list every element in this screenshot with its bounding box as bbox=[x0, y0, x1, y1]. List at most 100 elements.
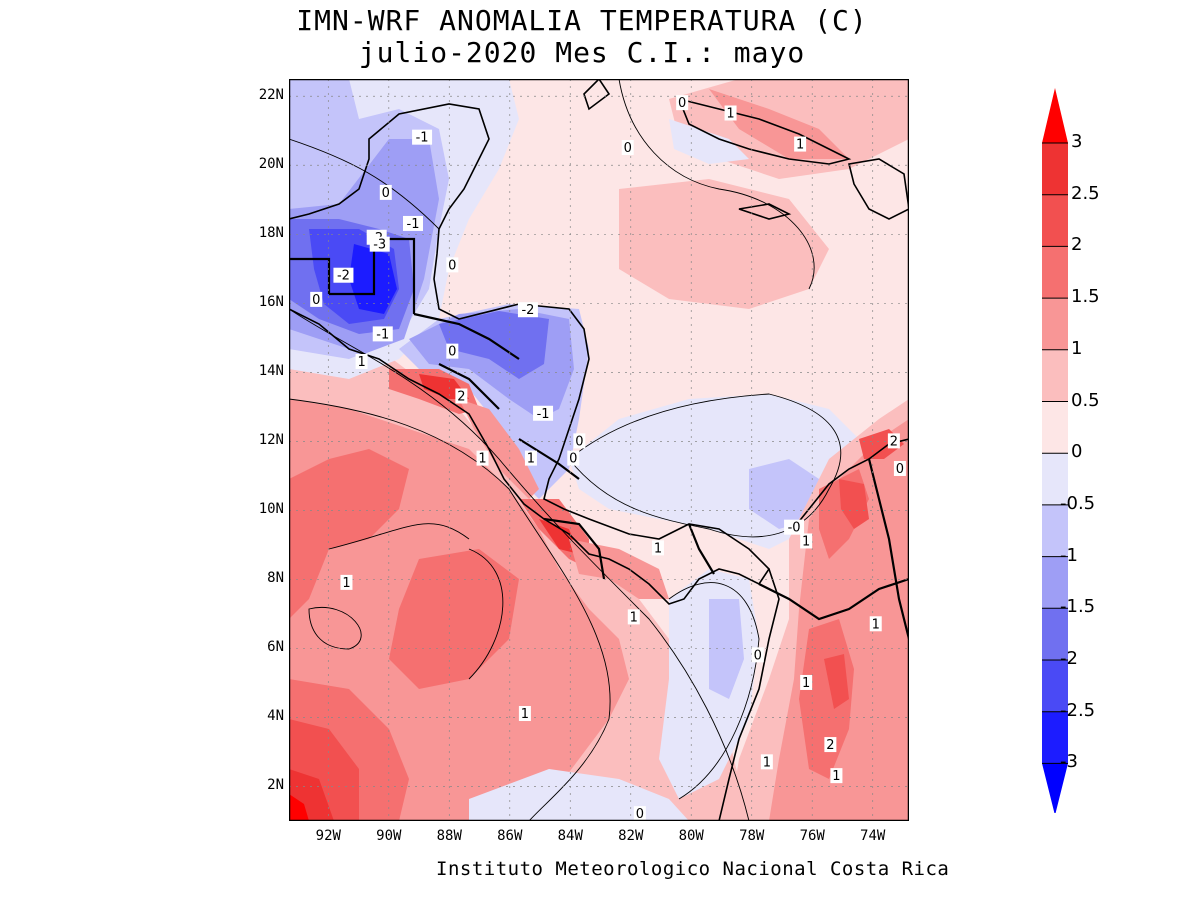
contour-label: 0 bbox=[446, 343, 459, 360]
contour-label: -2 bbox=[517, 302, 538, 318]
svg-text:0: 0 bbox=[569, 452, 577, 467]
colorbar-label: -2.5 bbox=[1060, 699, 1096, 721]
contour-label: 0 bbox=[621, 140, 634, 156]
colorbar-segment bbox=[1042, 349, 1068, 402]
svg-text:0: 0 bbox=[575, 434, 583, 449]
svg-text:0: 0 bbox=[448, 258, 456, 273]
longitude-label: 86W bbox=[497, 828, 523, 844]
colorbar-label: -1 bbox=[1060, 544, 1078, 566]
contour-label: 1 bbox=[340, 574, 353, 591]
contour-label: 0 bbox=[567, 450, 580, 467]
contour-label: 1 bbox=[869, 616, 882, 632]
colorbar-segment bbox=[1042, 660, 1068, 713]
anomaly-region-pacific-15 bbox=[289, 449, 409, 619]
latitude-label: 2N bbox=[267, 777, 284, 794]
svg-text:1: 1 bbox=[802, 676, 810, 691]
anomaly-region-colombia-2 bbox=[839, 479, 869, 529]
colorbar-label: 1.5 bbox=[1071, 286, 1100, 308]
contour-label: 0 bbox=[379, 184, 392, 201]
contour-label: -1 bbox=[403, 215, 423, 232]
svg-text:1: 1 bbox=[342, 576, 350, 591]
colorbar-label: 3 bbox=[1071, 131, 1083, 152]
latitude-label: 18N bbox=[258, 225, 284, 242]
contour-label: -2 bbox=[333, 267, 354, 284]
anomaly-region-jamaica-warm bbox=[619, 179, 829, 309]
svg-text:-2: -2 bbox=[337, 269, 350, 284]
anomaly-region-pacific-3 bbox=[289, 794, 309, 821]
svg-text:-1: -1 bbox=[416, 131, 429, 146]
colorbar-segment bbox=[1042, 298, 1068, 351]
svg-text:0: 0 bbox=[312, 293, 320, 308]
credit-text: Instituto Meteorologico Nacional Costa R… bbox=[436, 858, 950, 880]
contour-label: 1 bbox=[524, 450, 537, 467]
contour-label: 2 bbox=[887, 433, 900, 449]
colorbar-label: 2 bbox=[1071, 234, 1083, 256]
colorbar-label: -0.5 bbox=[1060, 492, 1096, 514]
latitude-label: 16N bbox=[258, 294, 284, 311]
contour-label: 2 bbox=[824, 737, 837, 753]
contour-label: 0 bbox=[310, 291, 323, 308]
svg-text:1: 1 bbox=[832, 769, 840, 784]
longitude-label: 74W bbox=[860, 828, 886, 844]
anomaly-region-pacific-15b bbox=[389, 549, 519, 689]
svg-text:2: 2 bbox=[826, 738, 834, 753]
longitude-label: 76W bbox=[799, 828, 825, 844]
svg-text:-3: -3 bbox=[373, 238, 386, 253]
colorbar bbox=[1042, 88, 1068, 813]
contour-label: -1 bbox=[533, 405, 554, 422]
contour-label: -1 bbox=[372, 326, 393, 342]
colorbar-segment bbox=[1042, 143, 1068, 196]
contour-label: 1 bbox=[760, 754, 773, 770]
anomaly-region-costarica-hot bbox=[539, 519, 579, 554]
colorbar-segment bbox=[1042, 246, 1068, 299]
anomaly-region-caribbean-cool2 bbox=[749, 459, 819, 529]
contour-label: 1 bbox=[800, 674, 813, 691]
longitude-label: 88W bbox=[436, 828, 462, 844]
colorbar-label: -3 bbox=[1060, 751, 1078, 773]
svg-text:1: 1 bbox=[726, 107, 734, 122]
contour-label: 0 bbox=[446, 257, 459, 273]
svg-text:1: 1 bbox=[802, 534, 810, 549]
latitude-label: 4N bbox=[267, 708, 284, 725]
contour-label: 0 bbox=[751, 647, 764, 663]
svg-text:1: 1 bbox=[872, 617, 880, 632]
svg-text:1: 1 bbox=[763, 755, 771, 770]
contour-label: 0 bbox=[633, 806, 646, 821]
longitude-label: 84W bbox=[557, 828, 583, 844]
map-panel: -10-1-2-3-200-110-22-10110010120-0111110… bbox=[289, 79, 909, 821]
svg-text:0: 0 bbox=[678, 96, 686, 111]
contour-label: 1 bbox=[794, 136, 807, 153]
svg-text:2: 2 bbox=[890, 434, 898, 449]
anomaly-map: -10-1-2-3-200-110-22-10110010120-0111110… bbox=[289, 79, 909, 821]
longitude-label: 90W bbox=[376, 828, 402, 844]
svg-text:0: 0 bbox=[636, 807, 644, 821]
svg-text:1: 1 bbox=[521, 707, 529, 722]
svg-text:-1: -1 bbox=[537, 407, 550, 422]
colorbar-segment bbox=[1042, 401, 1068, 454]
svg-text:0: 0 bbox=[382, 186, 390, 201]
latitude-label: 10N bbox=[258, 501, 284, 518]
svg-text:0: 0 bbox=[896, 462, 904, 477]
contour-label: 1 bbox=[627, 609, 640, 625]
coastlines bbox=[289, 79, 909, 821]
longitude-label: 82W bbox=[618, 828, 644, 844]
svg-text:0: 0 bbox=[448, 345, 456, 360]
map-title: IMN-WRF ANOMALIA TEMPERATURA (C) bbox=[296, 4, 868, 37]
anomaly-region-cuba-cool bbox=[669, 119, 749, 164]
colorbar-segment bbox=[1042, 556, 1068, 609]
colorbar-arrow-bottom bbox=[1042, 763, 1068, 813]
contour-label: -0 bbox=[784, 519, 805, 536]
colorbar-label: -2 bbox=[1060, 648, 1078, 669]
contour-lines bbox=[289, 79, 842, 821]
svg-text:-0: -0 bbox=[788, 521, 801, 536]
latitude-label: 6N bbox=[267, 639, 284, 656]
colorbar-segment bbox=[1042, 453, 1068, 506]
contour-label: 0 bbox=[893, 460, 906, 477]
colorbar-label: 1 bbox=[1071, 337, 1083, 359]
latitude-label: 8N bbox=[267, 570, 284, 587]
colorbar-arrow-top bbox=[1042, 88, 1068, 143]
svg-text:0: 0 bbox=[624, 141, 632, 156]
contour-label: 1 bbox=[518, 706, 531, 722]
colorbar-segment bbox=[1042, 504, 1068, 558]
svg-text:1: 1 bbox=[630, 610, 638, 625]
